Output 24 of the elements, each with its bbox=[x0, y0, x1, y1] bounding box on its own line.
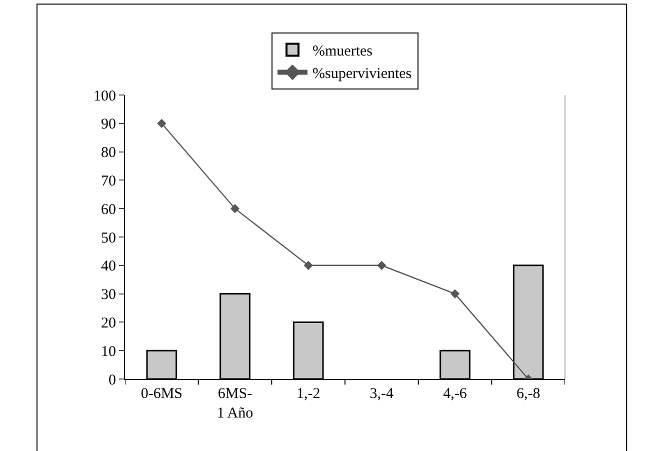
x-tick-label: 6MS- 1 Año bbox=[216, 386, 254, 422]
x-tick-label: 0-6MS bbox=[140, 386, 183, 402]
y-tick-label: 80 bbox=[101, 145, 116, 162]
x-tick-label: 3,-4 bbox=[370, 386, 394, 402]
y-tick-label: 0 bbox=[108, 372, 116, 388]
y-tick-label: 70 bbox=[101, 173, 116, 190]
y-tick-label: 50 bbox=[101, 230, 116, 246]
point bbox=[230, 204, 240, 214]
x-tick-label: 1,-2 bbox=[296, 386, 320, 402]
legend-label: %muertes bbox=[312, 44, 373, 60]
y-tick-label: 40 bbox=[101, 258, 116, 275]
x-tick-label: 6,-8 bbox=[516, 386, 540, 402]
y-tick-label: 10 bbox=[101, 344, 116, 360]
y-tick-label: 30 bbox=[101, 287, 116, 304]
y-tick-label: 20 bbox=[101, 315, 116, 332]
point bbox=[450, 289, 460, 298]
y-tick-label: 100 bbox=[94, 88, 116, 104]
point bbox=[157, 118, 166, 128]
x-tick-label: 4,-6 bbox=[443, 386, 468, 402]
legend-label: %supervivientes bbox=[312, 66, 412, 82]
y-tick-label: 60 bbox=[101, 202, 116, 218]
y-tick-label: 90 bbox=[101, 116, 116, 133]
point bbox=[377, 260, 386, 270]
point bbox=[304, 260, 313, 270]
